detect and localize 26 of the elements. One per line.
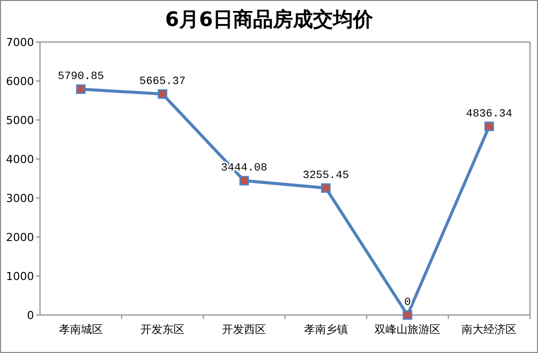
x-tick-label: 开发西区	[222, 323, 266, 336]
point	[321, 183, 331, 193]
point	[239, 176, 249, 186]
y-tick-label: 2000	[6, 230, 34, 244]
data-label: 5665.37	[139, 76, 186, 88]
x-tick-label: 孝南城区	[58, 323, 103, 336]
y-tick-label: 7000	[6, 36, 34, 49]
data-label: 3255.45	[302, 170, 349, 182]
data-label: 4836.34	[466, 108, 513, 120]
y-tick-label: 0	[27, 308, 34, 322]
x-tick-label: 开发东区	[140, 323, 184, 336]
y-tick-label: 6000	[6, 74, 34, 88]
y-tick-label: 4000	[6, 152, 34, 166]
point	[402, 310, 412, 320]
y-tick-label: 3000	[6, 192, 34, 205]
point	[484, 122, 494, 132]
y-tick-label: 5000	[6, 114, 34, 127]
data-label: 5790.85	[58, 71, 104, 84]
chart-title: 6月6日商品房成交均价	[165, 7, 374, 31]
y-tick-label: 1000	[6, 270, 34, 283]
x-tick-label: 孝南乡镇	[304, 323, 348, 336]
data-label: 0	[404, 297, 411, 309]
x-tick-label: 双峰山旅游区	[374, 323, 440, 336]
point	[76, 84, 86, 94]
point	[158, 89, 168, 99]
x-tick-label: 南大经济区	[462, 323, 517, 336]
